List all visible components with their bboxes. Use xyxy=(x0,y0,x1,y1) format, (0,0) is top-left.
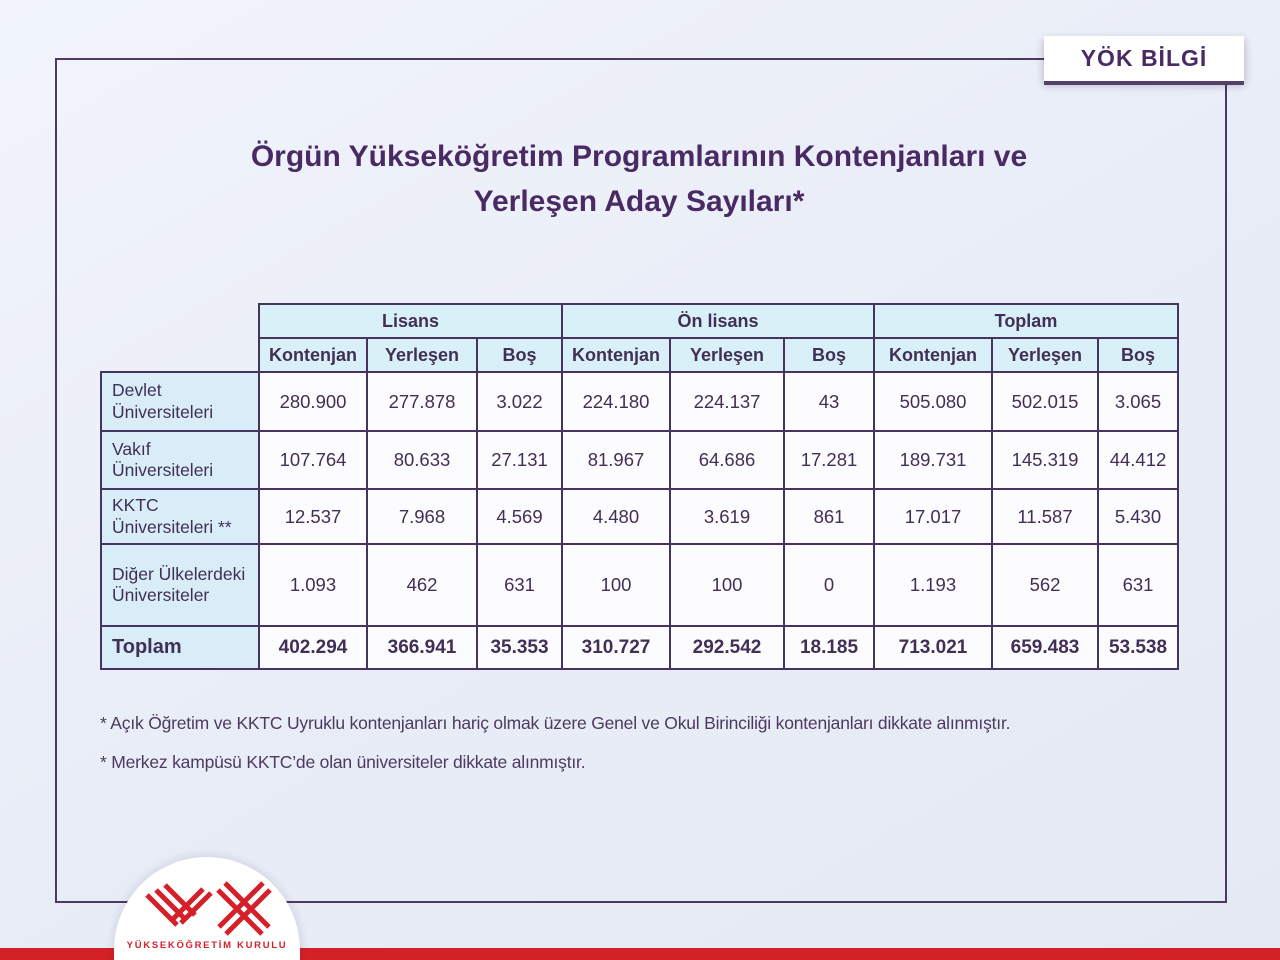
footnote-2: * Merkez kampüsü KKTC’de olan üniversite… xyxy=(100,752,586,772)
data-cell: 17.281 xyxy=(783,430,875,490)
data-cell: 631 xyxy=(1097,543,1179,627)
data-cell: 861 xyxy=(783,488,875,545)
data-cell: 0 xyxy=(783,543,875,627)
data-cell: 81.967 xyxy=(561,430,671,490)
row-label: KKTC Üniversiteleri ** xyxy=(100,488,260,545)
column-group-3: Toplam xyxy=(873,303,1179,339)
data-cell: 11.587 xyxy=(991,488,1099,545)
data-cell: 292.542 xyxy=(669,625,785,670)
data-cell: 3.065 xyxy=(1097,371,1179,432)
page-title: Örgün Yükseköğretim Programlarının Konte… xyxy=(55,134,1223,224)
page-title-text: Örgün Yükseköğretim Programlarının Konte… xyxy=(250,140,1028,218)
column-header: Kontenjan xyxy=(873,337,993,373)
column-header: Kontenjan xyxy=(561,337,671,373)
footnotes: * Açık Öğretim ve KKTC Uyruklu kontenjan… xyxy=(100,712,1185,790)
column-header: Boş xyxy=(783,337,875,373)
row-label: Diğer Ülkelerdeki Üniversiteler xyxy=(100,543,260,627)
yok-logo-caption: YÜKSEKÖĞRETİM KURULU xyxy=(126,940,288,951)
data-cell: 12.537 xyxy=(258,488,368,545)
column-header: Boş xyxy=(1097,337,1179,373)
data-cell: 107.764 xyxy=(258,430,368,490)
data-cell: 659.483 xyxy=(991,625,1099,670)
data-cell: 100 xyxy=(561,543,671,627)
yok-logo-mark xyxy=(145,881,272,936)
column-header: Yerleşen xyxy=(991,337,1099,373)
data-cell: 43 xyxy=(783,371,875,432)
column-group-1: Lisans xyxy=(258,303,563,339)
data-cell: 35.353 xyxy=(476,625,563,670)
data-cell: 80.633 xyxy=(366,430,478,490)
table-corner xyxy=(101,338,259,372)
data-cell: 505.080 xyxy=(873,371,993,432)
data-cell: 310.727 xyxy=(561,625,671,670)
data-cell: 189.731 xyxy=(873,430,993,490)
data-cell: 462 xyxy=(366,543,478,627)
table-row: Toplam 402.294 366.941 35.353 310.727 292.542… xyxy=(100,625,1179,670)
data-cell: 7.968 xyxy=(366,488,478,545)
data-cell: 631 xyxy=(476,543,563,627)
table-row: Devlet Üniversiteleri 280.900 277.878 3.022… xyxy=(100,371,1179,432)
bottom-red-band xyxy=(0,948,1280,960)
data-cell: 1.193 xyxy=(873,543,993,627)
data-cell: 18.185 xyxy=(783,625,875,670)
data-cell: 562 xyxy=(991,543,1099,627)
data-cell: 224.137 xyxy=(669,371,785,432)
data-cell: 27.131 xyxy=(476,430,563,490)
data-cell: 277.878 xyxy=(366,371,478,432)
column-header: Kontenjan xyxy=(258,337,368,373)
data-cell: 4.569 xyxy=(476,488,563,545)
table-corner xyxy=(101,304,259,338)
column-header: Yerleşen xyxy=(366,337,478,373)
data-cell: 402.294 xyxy=(258,625,368,670)
row-label: Vakıf Üniversiteleri xyxy=(100,430,260,490)
data-cell: 145.319 xyxy=(991,430,1099,490)
data-cell: 224.180 xyxy=(561,371,671,432)
data-cell: 713.021 xyxy=(873,625,993,670)
badge-label: YÖK BİLGİ xyxy=(1080,45,1208,71)
data-cell: 5.430 xyxy=(1097,488,1179,545)
data-cell: 3.619 xyxy=(669,488,785,545)
table-row: Diğer Ülkelerdeki Üniversiteler 1.093 462 6… xyxy=(100,543,1179,627)
table-row: KKTC Üniversiteleri ** 12.537 7.968 4.569 4.… xyxy=(100,488,1179,545)
stats-table: Lisans Ön lisans Toplam Kontenjan Yerleşen Bo… xyxy=(100,303,1179,670)
data-cell: 64.686 xyxy=(669,430,785,490)
column-header: Yerleşen xyxy=(669,337,785,373)
data-cell: 53.538 xyxy=(1097,625,1179,670)
column-group-2: Ön lisans xyxy=(561,303,875,339)
table-row: Vakıf Üniversiteleri 107.764 80.633 27.131 8… xyxy=(100,430,1179,490)
yok-bilgi-badge: YÖK BİLGİ xyxy=(1044,36,1244,85)
data-cell: 44.412 xyxy=(1097,430,1179,490)
footnote-1: * Açık Öğretim ve KKTC Uyruklu kontenjan… xyxy=(100,713,1011,733)
data-cell: 17.017 xyxy=(873,488,993,545)
row-label: Devlet Üniversiteleri xyxy=(100,371,260,432)
data-cell: 4.480 xyxy=(561,488,671,545)
column-header: Boş xyxy=(476,337,563,373)
content-frame xyxy=(55,58,1227,903)
data-cell: 3.022 xyxy=(476,371,563,432)
data-cell: 1.093 xyxy=(258,543,368,627)
data-cell: 366.941 xyxy=(366,625,478,670)
data-cell: 100 xyxy=(669,543,785,627)
data-cell: 280.900 xyxy=(258,371,368,432)
data-cell: 502.015 xyxy=(991,371,1099,432)
row-label: Toplam xyxy=(100,625,260,670)
